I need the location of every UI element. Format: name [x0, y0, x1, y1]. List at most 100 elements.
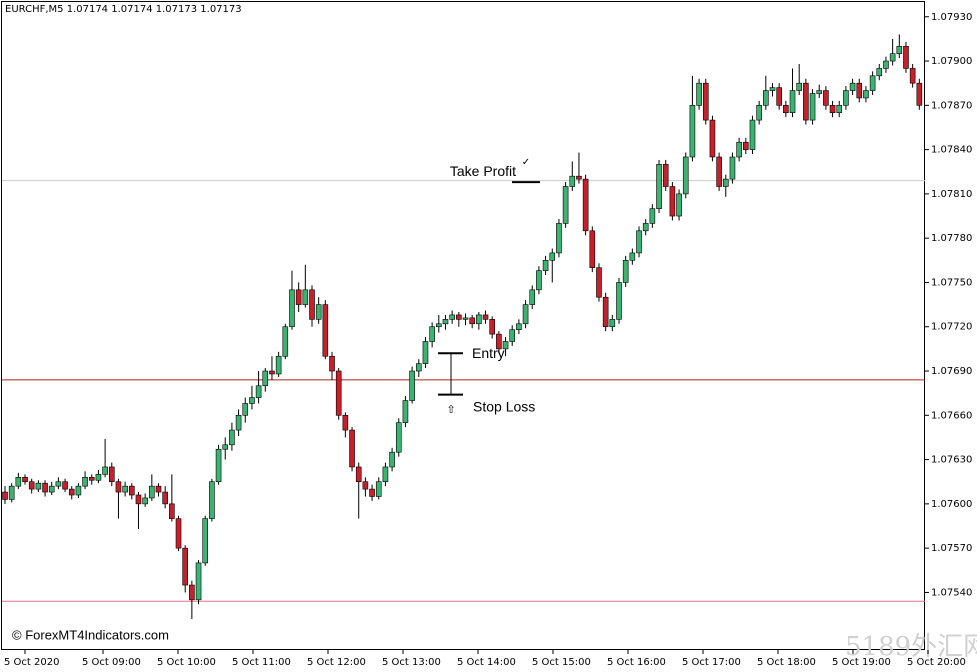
candle-body [95, 474, 102, 481]
candle-body [756, 105, 762, 121]
candle-body [722, 178, 729, 187]
candle-body [142, 497, 148, 505]
candle-body [736, 141, 742, 158]
candle-body [108, 466, 115, 483]
x-tick-label: 5 Oct 11:00 [232, 657, 291, 668]
candle-body [262, 370, 269, 387]
candle-body [402, 400, 409, 423]
candle-body [42, 482, 48, 493]
candle-body [489, 319, 495, 335]
y-tick-label: 1.07600 [931, 499, 972, 510]
candle-body [502, 341, 509, 350]
x-tick-label: 5 Oct 17:00 [682, 657, 741, 668]
candle-body [309, 289, 315, 320]
candle-body [509, 329, 516, 342]
candle-body [569, 175, 576, 187]
candle-body [275, 355, 282, 375]
candle-body [349, 429, 355, 468]
candle-body [8, 485, 15, 500]
candle-body [916, 82, 923, 106]
candle-body [462, 317, 469, 320]
candle-body [876, 68, 883, 77]
candle-body [709, 119, 716, 158]
x-tick-label: 5 Oct 15:00 [532, 657, 591, 668]
y-tick-label: 1.07660 [931, 410, 972, 421]
annotation: Entry [472, 345, 505, 361]
annotation: Stop Loss [473, 398, 535, 414]
candle-body [282, 326, 289, 357]
x-tick-label: 5 Oct 16:00 [607, 657, 666, 668]
candle-body [82, 476, 88, 487]
candle-body [803, 82, 809, 121]
candle-body [829, 105, 836, 114]
candle-body [789, 90, 796, 114]
candle-body [115, 481, 122, 493]
watermark-site: 5189外汇网 [845, 632, 977, 662]
candle-body [289, 289, 295, 328]
candle-body [409, 370, 415, 401]
candle-body [135, 494, 142, 505]
x-tick-label: 5 Oct 2020 [4, 657, 59, 668]
candle-body [362, 481, 369, 490]
candle-body [589, 230, 596, 268]
candle-body [229, 429, 235, 446]
candle-body [596, 267, 602, 298]
candle-body [389, 451, 395, 468]
candle-body [816, 90, 823, 94]
candle-body [382, 466, 389, 483]
candle-body [35, 482, 42, 490]
candle-body [48, 485, 55, 493]
candle-body [355, 466, 362, 483]
watermark: © ForexMT4Indicators.com [12, 627, 169, 642]
candle-body [375, 481, 382, 497]
candle-body [629, 252, 636, 261]
candle-body [536, 270, 542, 291]
candle-body [676, 193, 682, 217]
candle-body [522, 304, 529, 325]
candle-body [729, 156, 736, 180]
candle-body [28, 481, 35, 490]
x-tick-label: 5 Oct 18:00 [757, 657, 816, 668]
x-tick-label: 5 Oct 20:00 [907, 657, 966, 668]
candle-body [122, 485, 128, 493]
candle-body [242, 403, 249, 416]
candle-body [182, 547, 188, 586]
candle-body [195, 562, 202, 601]
candle-body [769, 87, 776, 91]
check-icon: ✓ [522, 157, 530, 168]
candle-body [856, 82, 863, 99]
candle-body [215, 448, 222, 483]
candle-body [369, 488, 375, 497]
candle-body [322, 304, 329, 357]
x-tick-label: 5 Oct 09:00 [82, 657, 141, 668]
arrow-icon: ⇧ [446, 403, 455, 416]
candle-body [743, 141, 749, 150]
candle-body [649, 208, 656, 224]
candle-body [609, 319, 616, 328]
candle-body [436, 323, 442, 328]
candle-body [863, 90, 869, 99]
candle-body [68, 488, 75, 496]
y-tick-label: 1.07540 [931, 587, 972, 598]
candle-body [616, 282, 622, 320]
candle-body [269, 370, 275, 375]
candle-body [222, 444, 229, 450]
x-tick-label: 5 Oct 10:00 [157, 657, 216, 668]
candle-body [849, 82, 856, 91]
x-tick-label: 5 Oct 19:00 [832, 657, 891, 668]
candle-body [395, 422, 402, 453]
candle-body [516, 323, 522, 330]
candle-body [763, 90, 769, 106]
candle-body [903, 45, 909, 69]
plot-frame [1, 1, 925, 650]
y-tick-label: 1.07930 [931, 12, 972, 23]
candle-body [602, 296, 609, 328]
candle-body [702, 82, 709, 121]
candle-body [836, 105, 843, 114]
candle-body [562, 186, 569, 224]
y-tick-label: 1.07630 [931, 455, 972, 466]
y-tick-label: 1.07870 [931, 100, 972, 111]
y-tick-label: 1.07690 [931, 366, 972, 377]
y-tick-label: 1.07780 [931, 233, 972, 244]
